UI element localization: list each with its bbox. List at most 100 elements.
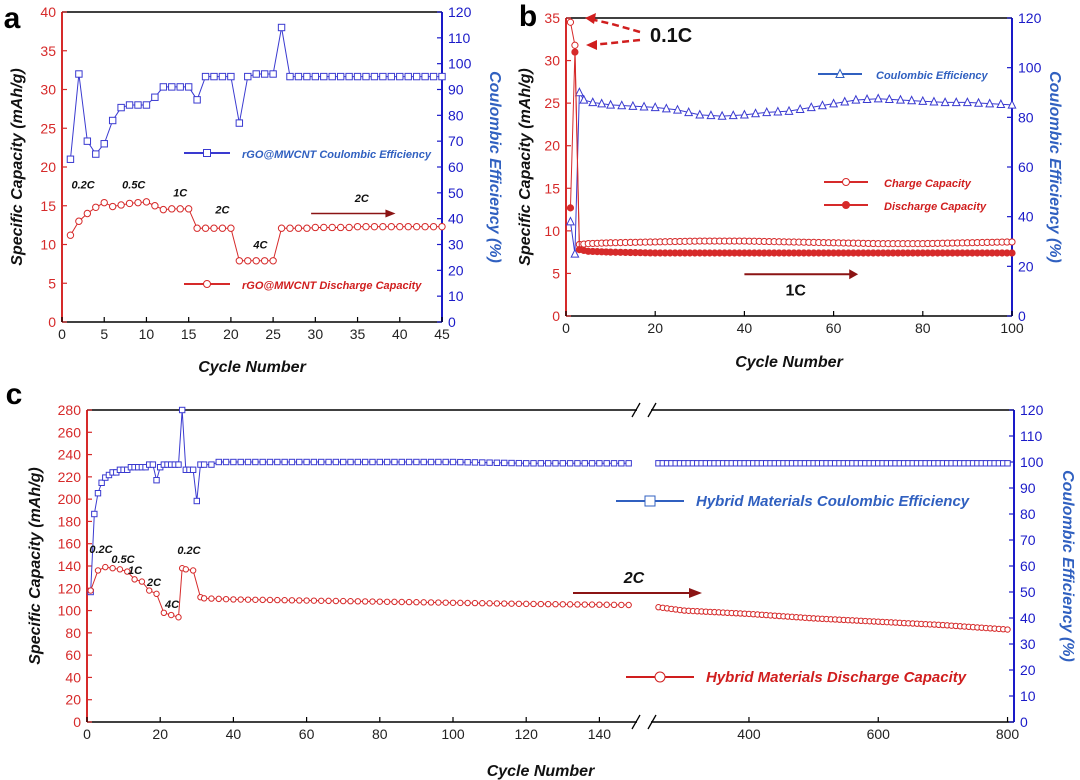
data-point <box>515 459 523 467</box>
legend-label: Charge Capacity <box>884 178 972 190</box>
data-point <box>1004 460 1011 467</box>
data-point <box>160 609 168 616</box>
data-point <box>1007 99 1017 109</box>
data-point <box>149 461 157 468</box>
data-point <box>559 601 566 608</box>
y2-tick-label: 30 <box>1020 636 1036 652</box>
data-point <box>884 94 894 104</box>
y-tick-label: 260 <box>58 424 82 440</box>
data-point <box>222 595 230 603</box>
data-point <box>193 497 201 505</box>
y-tick-label: 20 <box>544 138 560 154</box>
rate-label: 4C <box>252 239 268 251</box>
data-point <box>274 458 281 466</box>
axis-break-mark <box>647 402 657 418</box>
data-point <box>806 102 816 112</box>
data-point <box>208 595 215 602</box>
data-point <box>559 460 566 467</box>
arrow-01c-upper <box>589 17 641 34</box>
data-point <box>277 224 286 232</box>
data-point <box>208 461 215 468</box>
data-point <box>237 458 244 466</box>
data-point <box>427 458 435 466</box>
data-point <box>442 458 449 466</box>
data-point <box>639 101 649 111</box>
data-point <box>274 596 281 604</box>
data-point <box>457 599 464 607</box>
y-tick-label: 280 <box>58 402 82 418</box>
data-point <box>530 460 537 467</box>
data-point <box>508 600 515 607</box>
data-point <box>201 72 210 81</box>
data-point <box>762 107 772 117</box>
y-tick-label: 30 <box>40 82 56 98</box>
data-point <box>142 101 151 109</box>
y2-tick-label: 40 <box>1018 209 1034 225</box>
data-point <box>1004 626 1011 633</box>
data-point <box>353 222 362 231</box>
y-tick-label: 20 <box>40 159 56 175</box>
data-point <box>435 458 442 466</box>
y-axis-title: Specific Capacity (mAh/g) <box>9 68 26 265</box>
y2-tick-label: 40 <box>448 211 464 227</box>
y-tick-label: 0 <box>552 308 560 324</box>
data-point <box>829 98 839 108</box>
data-point <box>100 140 108 148</box>
data-point <box>565 216 575 226</box>
data-point <box>66 231 75 239</box>
data-point <box>717 110 727 120</box>
y-tick-label: 40 <box>40 4 56 20</box>
data-point <box>566 204 575 212</box>
data-point <box>405 458 413 466</box>
rate-label: 1C <box>173 187 188 199</box>
data-point <box>320 72 328 81</box>
data-point <box>151 202 159 210</box>
y2-tick-label: 110 <box>1020 428 1043 444</box>
data-point <box>1008 238 1016 246</box>
data-point <box>362 72 370 81</box>
data-point <box>347 598 354 605</box>
data-point <box>387 72 396 81</box>
data-point <box>266 596 274 604</box>
data-point <box>597 98 607 108</box>
y2-axis-title: Coulombic Efficiency (%) <box>1059 470 1076 662</box>
legend-label: Discharge Capacity <box>884 201 987 213</box>
data-point <box>361 598 369 605</box>
data-point <box>412 72 421 81</box>
data-point <box>873 93 883 103</box>
data-point <box>200 595 208 602</box>
data-point <box>235 257 244 265</box>
data-point <box>108 116 117 125</box>
data-point <box>167 611 175 619</box>
axis-break-gap <box>637 718 651 726</box>
data-point <box>83 209 92 218</box>
data-point <box>131 576 138 583</box>
data-point <box>252 458 259 466</box>
data-point <box>210 72 218 81</box>
data-point <box>345 72 353 81</box>
data-point <box>252 257 260 265</box>
data-point <box>201 224 210 232</box>
y-tick-label: 80 <box>65 625 81 641</box>
data-point <box>286 224 294 232</box>
data-point <box>281 458 288 466</box>
data-point <box>134 101 142 109</box>
data-point <box>429 72 438 81</box>
data-point <box>146 587 153 594</box>
x-tick-label: 15 <box>181 326 197 342</box>
data-point <box>75 70 83 78</box>
data-point <box>376 598 383 605</box>
y2-tick-label: 20 <box>1020 662 1036 678</box>
y-tick-label: 100 <box>58 603 82 619</box>
data-point <box>347 458 354 466</box>
data-point <box>281 597 288 604</box>
data-point <box>438 72 446 81</box>
y2-tick-label: 120 <box>448 4 472 20</box>
data-point <box>117 103 125 112</box>
data-point <box>310 458 318 466</box>
data-point <box>523 460 530 467</box>
data-point <box>588 97 598 107</box>
data-point <box>706 110 716 120</box>
y2-tick-label: 30 <box>448 237 464 253</box>
y-tick-label: 0 <box>73 714 81 730</box>
